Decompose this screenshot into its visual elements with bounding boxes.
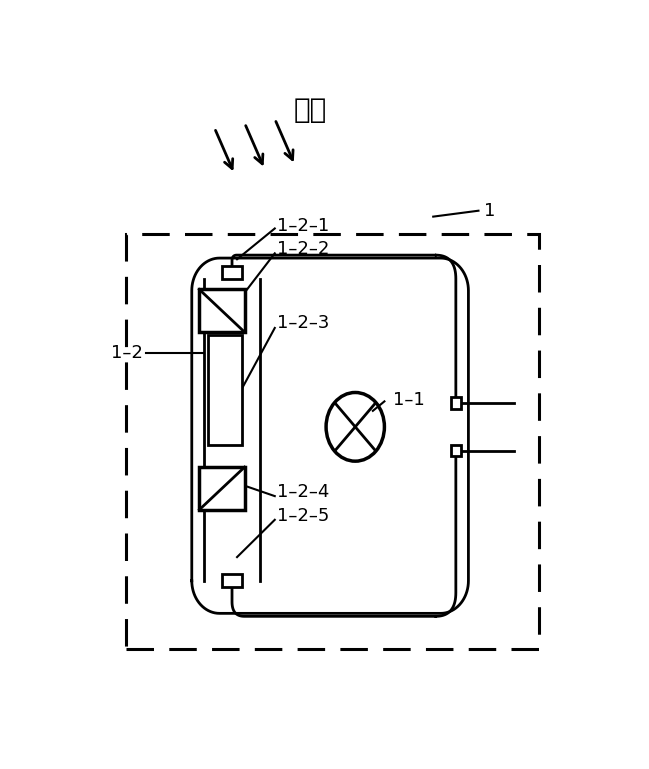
Text: 振动: 振动	[293, 96, 326, 124]
Text: 1–2–1: 1–2–1	[277, 217, 330, 235]
Bar	[222, 574, 242, 588]
Text: 1–2: 1–2	[112, 344, 143, 362]
Bar	[222, 266, 242, 279]
Bar	[199, 467, 245, 510]
Text: 1: 1	[484, 201, 495, 220]
Bar	[127, 235, 539, 649]
Bar	[208, 335, 242, 444]
Bar	[451, 444, 461, 457]
Text: 1–2–4: 1–2–4	[277, 483, 330, 501]
Bar	[451, 398, 461, 409]
Text: 1–2–3: 1–2–3	[277, 315, 330, 332]
Bar	[199, 289, 245, 332]
Text: 1–1: 1–1	[393, 391, 424, 409]
Text: 1–2–5: 1–2–5	[277, 507, 330, 524]
Text: 1–2–2: 1–2–2	[277, 240, 330, 258]
